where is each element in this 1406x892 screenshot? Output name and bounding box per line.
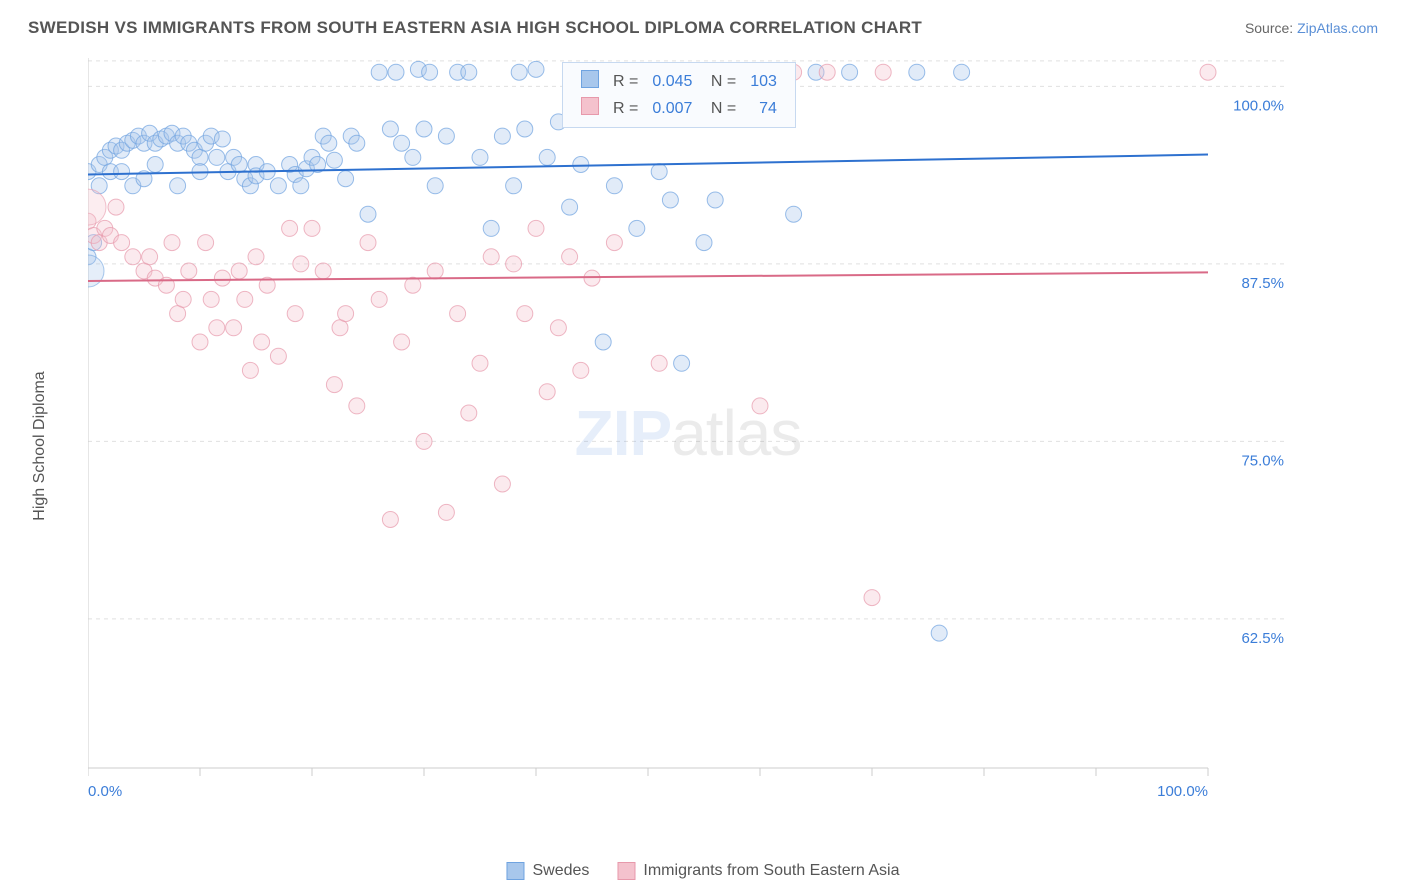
svg-text:0.0%: 0.0% (88, 783, 122, 800)
scatter-plot: 62.5% 75.0% 87.5% 100.0% 0.0% 100.0% (88, 58, 1288, 808)
correlation-legend: R =0.045 N =103R =0.007 N =74 (562, 62, 796, 128)
legend-item: Immigrants from South Eastern Asia (617, 862, 899, 880)
legend-item: Swedes (506, 862, 589, 880)
chart-title: SWEDISH VS IMMIGRANTS FROM SOUTH EASTERN… (28, 18, 922, 38)
y-axis-label: High School Diploma (31, 371, 49, 520)
svg-text:87.5%: 87.5% (1241, 275, 1284, 292)
source-link[interactable]: ZipAtlas.com (1297, 20, 1378, 36)
series-legend: Swedes Immigrants from South Eastern Asia (506, 862, 899, 880)
svg-text:62.5%: 62.5% (1241, 630, 1284, 647)
source-label: Source: (1245, 20, 1297, 36)
svg-text:100.0%: 100.0% (1157, 783, 1208, 800)
svg-text:100.0%: 100.0% (1233, 97, 1284, 114)
source-attribution: Source: ZipAtlas.com (1245, 20, 1378, 36)
svg-text:75.0%: 75.0% (1241, 452, 1284, 469)
chart-area: 62.5%75.0%87.5%100.0%0.0%100.0% ZIPatlas… (88, 58, 1288, 808)
